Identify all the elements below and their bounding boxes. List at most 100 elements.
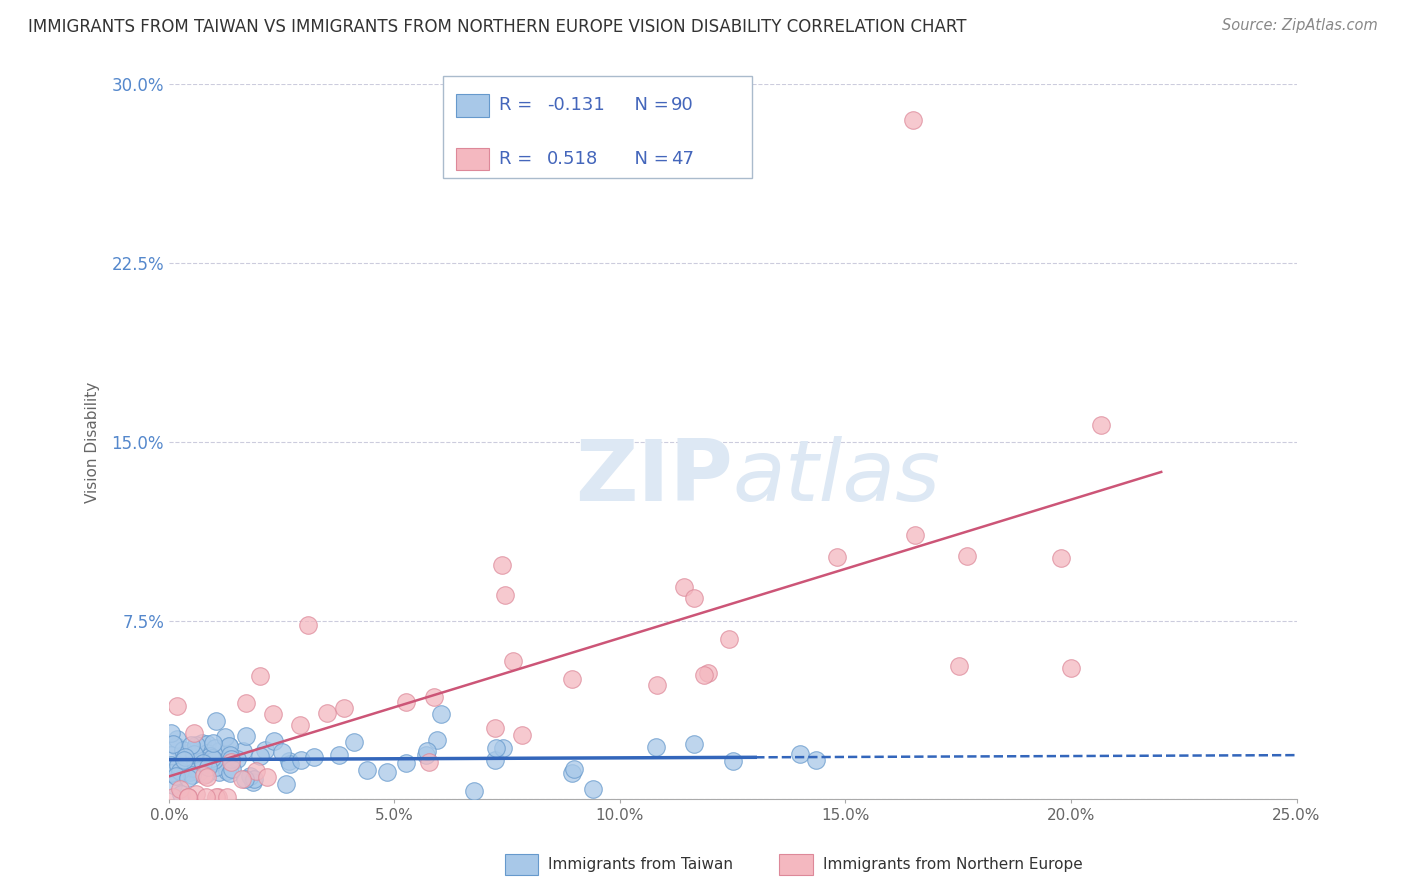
Point [201,736,224,750]
Point [256,770,278,784]
Point [221,762,243,776]
Text: -0.131: -0.131 [547,96,605,114]
Point [582,782,605,797]
Point [342,735,364,749]
Point [395,696,418,710]
Point [191,756,214,770]
Point [162,790,184,805]
Point [180,744,202,758]
Point [245,764,267,778]
Point [186,788,208,802]
Point [190,735,212,749]
Point [418,755,440,769]
Point [395,756,418,770]
Point [956,549,979,564]
Point [804,753,827,767]
Point [502,654,524,668]
Point [328,747,350,762]
Point [177,790,200,805]
Point [278,756,301,771]
Text: ZIP: ZIP [575,436,733,519]
Text: 90: 90 [671,96,693,114]
Point [180,739,202,753]
Point [463,783,485,797]
Point [172,743,194,757]
Point [492,741,515,756]
Point [197,746,219,760]
Point [242,775,264,789]
Text: IMMIGRANTS FROM TAIWAN VS IMMIGRANTS FROM NORTHERN EUROPE VISION DISABILITY CORR: IMMIGRANTS FROM TAIWAN VS IMMIGRANTS FRO… [28,18,966,36]
Point [1060,661,1083,675]
Text: atlas: atlas [733,436,941,519]
Point [165,763,187,777]
Point [825,549,848,564]
Point [948,659,970,673]
Point [693,668,716,682]
Point [204,741,226,756]
Point [430,706,453,721]
Point [276,777,298,791]
Point [177,790,200,805]
Point [166,731,188,746]
Point [201,751,224,765]
Point [160,747,183,762]
Point [904,528,927,542]
Point [160,726,183,740]
Point [174,750,197,764]
Point [683,591,706,605]
Point [169,764,191,778]
Point [249,748,271,763]
Point [160,758,183,772]
Point [290,753,312,767]
Point [278,754,301,768]
Point [176,771,198,785]
Text: Source: ZipAtlas.com: Source: ZipAtlas.com [1222,18,1378,33]
Point [316,706,339,721]
Point [491,558,513,572]
Point [195,767,218,781]
Point [160,765,183,780]
Point [1090,417,1112,432]
Point [1050,551,1073,566]
Point [242,772,264,786]
Point [207,764,229,779]
Point [253,742,276,756]
Point [356,763,378,777]
Point [193,768,215,782]
Text: 47: 47 [671,150,693,168]
Point [673,580,696,594]
Point [162,737,184,751]
Point [415,747,437,762]
Point [197,760,219,774]
Point [561,766,583,780]
Point [170,787,193,801]
Point [180,767,202,781]
Point [217,790,239,805]
Text: Immigrants from Northern Europe: Immigrants from Northern Europe [823,857,1083,871]
Point [181,762,204,776]
Point [195,737,218,751]
Point [789,747,811,762]
Point [645,740,668,755]
Point [235,696,257,710]
Point [218,747,240,762]
Point [215,764,238,778]
Point [510,728,533,742]
Point [290,718,312,732]
Point [208,744,231,758]
Point [426,732,449,747]
Point [194,790,217,805]
Point [165,739,187,754]
Text: Immigrants from Taiwan: Immigrants from Taiwan [548,857,734,871]
Text: R =: R = [499,96,538,114]
Point [195,756,218,771]
Point [169,781,191,796]
Point [645,678,668,692]
Text: R =: R = [499,150,538,168]
Point [179,764,201,779]
Point [562,762,585,776]
Point [901,113,924,128]
Point [697,666,720,681]
Point [190,754,212,768]
Point [204,755,226,769]
